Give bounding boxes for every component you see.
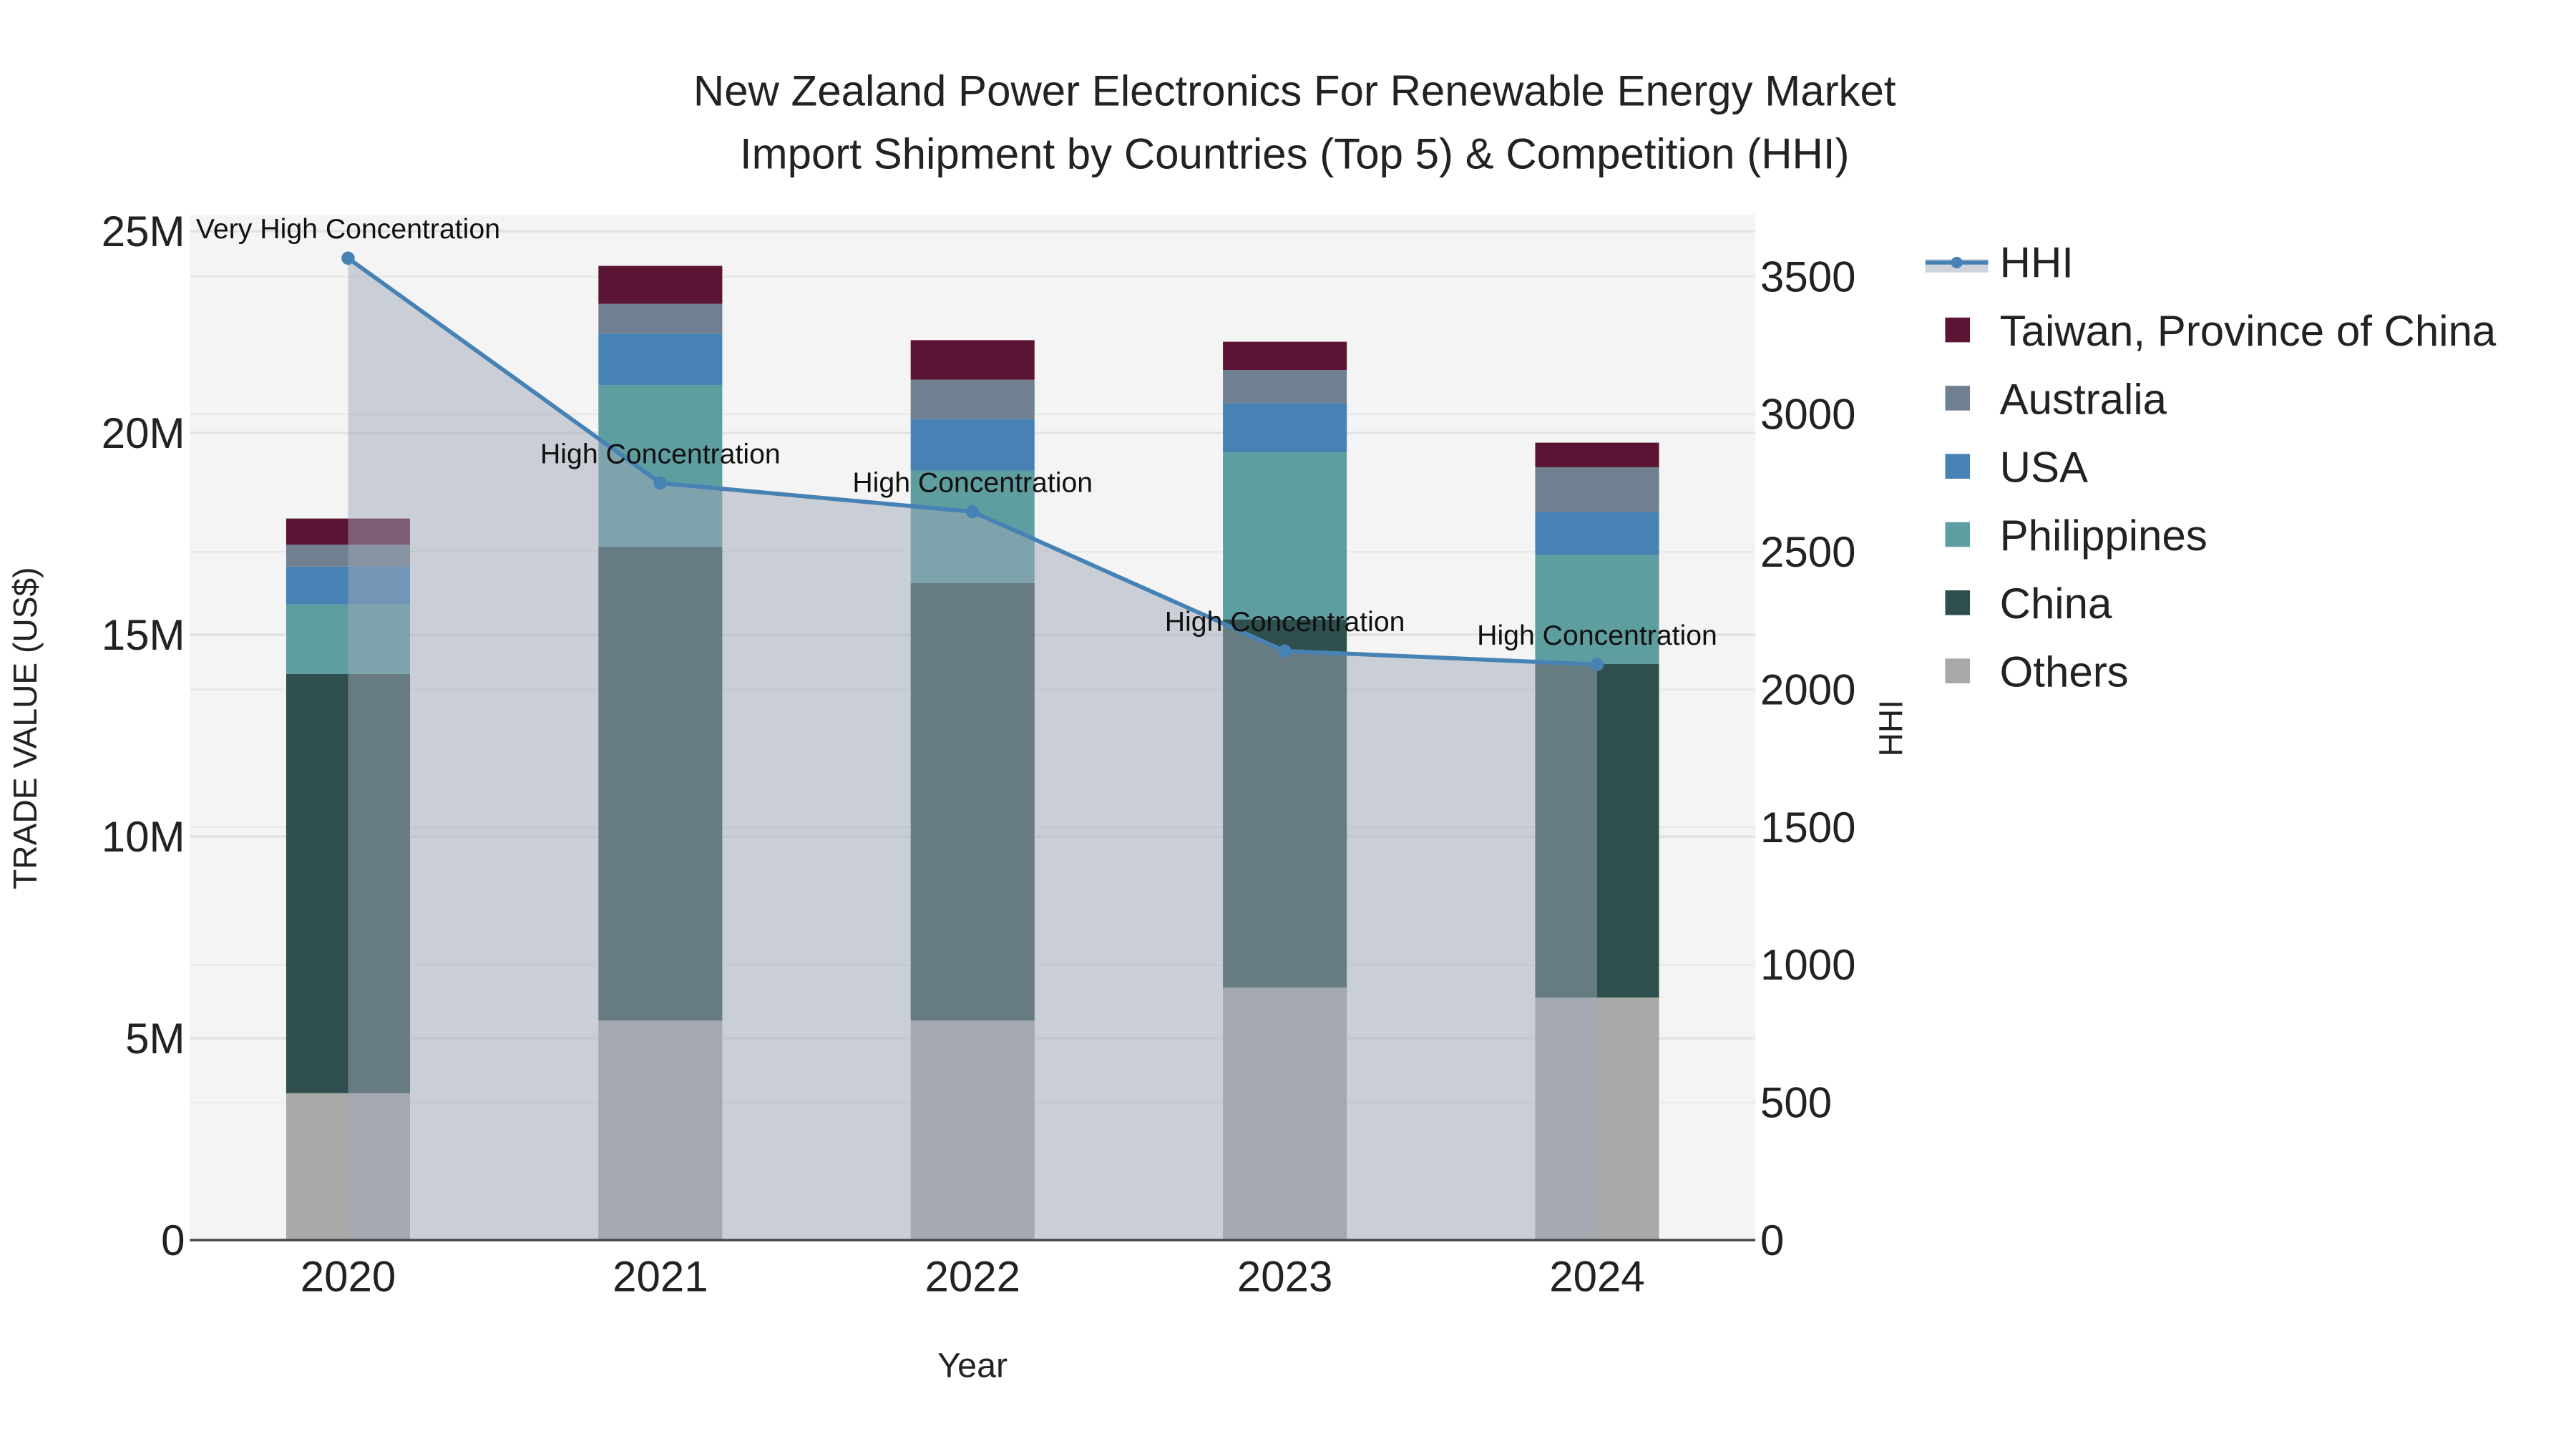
legend-label: Australia xyxy=(2000,375,2167,423)
hhi-area xyxy=(348,258,1597,1241)
bar-taiwan-province-of-china-2022 xyxy=(910,340,1035,380)
bar-usa-2023 xyxy=(1223,403,1347,453)
bar-taiwan-province-of-china-2021 xyxy=(598,265,723,304)
y2-tick-label: 3000 xyxy=(1760,391,1855,439)
legend-item-usa[interactable]: USA xyxy=(1945,444,2088,492)
legend-label: Philippines xyxy=(2000,512,2207,560)
chart-title-line1: New Zealand Power Electronics For Renewa… xyxy=(693,67,1896,115)
y-tick-label: 0 xyxy=(161,1216,185,1264)
legend-swatch xyxy=(1945,317,1971,343)
bar-philippines-2024 xyxy=(1535,555,1659,664)
chart-title-line2: Import Shipment by Countries (Top 5) & C… xyxy=(740,130,1850,177)
legend-label: Taiwan, Province of China xyxy=(2000,307,2497,355)
legend-item-hhi[interactable]: HHI xyxy=(1925,239,2074,287)
hhi-annotation: High Concentration xyxy=(1477,620,1717,651)
legend-swatch xyxy=(1945,386,1971,411)
bar-taiwan-province-of-china-2023 xyxy=(1223,341,1347,371)
y2-tick-label: 500 xyxy=(1760,1078,1832,1126)
y2-tick-label: 3500 xyxy=(1760,253,1855,301)
x-tick-label: 2023 xyxy=(1237,1253,1332,1301)
y-tick-label: 5M xyxy=(125,1015,185,1063)
bar-australia-2023 xyxy=(1223,370,1347,404)
axis-ticks: 0 5M 10M 15M 20M 25M 0 500 1000 1500 2000 2500 3000 3… xyxy=(102,208,1856,1301)
legend-label: USA xyxy=(2000,444,2088,492)
y-tick-label: 10M xyxy=(102,813,185,861)
x-tick-label: 2020 xyxy=(301,1253,396,1301)
hhi-point-2021 xyxy=(653,476,668,490)
legend-item-china[interactable]: China xyxy=(1945,580,2112,628)
x-tick-label: 2022 xyxy=(924,1253,1020,1301)
legend-swatch xyxy=(1945,522,1971,547)
y2-tick-label: 2000 xyxy=(1760,665,1855,713)
legend-item-philippines[interactable]: Philippines xyxy=(1945,512,2207,560)
y2-tick-label: 1500 xyxy=(1760,804,1855,852)
hhi-annotation: Very High Concentration xyxy=(196,213,500,245)
hhi-annotation: High Concentration xyxy=(852,467,1093,498)
legend-label: China xyxy=(2000,580,2112,628)
legend-swatch xyxy=(1945,454,1971,479)
hhi-point-2020 xyxy=(341,251,355,265)
x-axis-title: Year xyxy=(937,1347,1008,1385)
legend-label: HHI xyxy=(2000,239,2074,287)
bar-taiwan-province-of-china-2024 xyxy=(1535,442,1659,468)
x-tick-label: 2024 xyxy=(1549,1253,1644,1301)
legend-item-others[interactable]: Others xyxy=(1945,648,2129,696)
y-axis-title: TRADE VALUE (US$) xyxy=(6,567,44,889)
bar-australia-2022 xyxy=(910,379,1035,419)
hhi-point-2022 xyxy=(966,504,980,519)
y-tick-label: 20M xyxy=(102,409,185,457)
hhi-annotation: High Concentration xyxy=(1165,606,1405,638)
bar-australia-2021 xyxy=(598,303,723,334)
hhi-annotation: High Concentration xyxy=(540,438,781,469)
legend-swatch xyxy=(1945,590,1971,615)
y-tick-label: 15M xyxy=(102,611,185,659)
bar-usa-2021 xyxy=(598,333,723,385)
y2-tick-label: 0 xyxy=(1760,1216,1784,1264)
hhi-point-2023 xyxy=(1278,644,1292,658)
bar-australia-2024 xyxy=(1535,467,1659,512)
y2-tick-label: 2500 xyxy=(1760,528,1855,576)
y2-tick-label: 1000 xyxy=(1760,941,1855,989)
bar-usa-2022 xyxy=(910,419,1035,471)
bar-philippines-2023 xyxy=(1223,452,1347,620)
x-tick-label: 2021 xyxy=(613,1253,708,1301)
y-tick-label: 25M xyxy=(102,208,185,255)
hhi-point-2024 xyxy=(1590,658,1604,671)
legend-item-australia[interactable]: Australia xyxy=(1945,375,2167,423)
legend-item-taiwan-province-of-china[interactable]: Taiwan, Province of China xyxy=(1945,307,2497,355)
y2-axis-title: HHI xyxy=(1872,700,1909,756)
legend-label: Others xyxy=(2000,648,2129,696)
legend-swatch xyxy=(1945,658,1971,683)
bar-usa-2024 xyxy=(1535,512,1659,555)
hhi-series: Very High Concentration High Concentratio… xyxy=(196,213,1717,1241)
legend: HHI Taiwan, Province of China Australia USA… xyxy=(1925,239,2497,696)
legend-swatch-marker xyxy=(1951,256,1963,268)
